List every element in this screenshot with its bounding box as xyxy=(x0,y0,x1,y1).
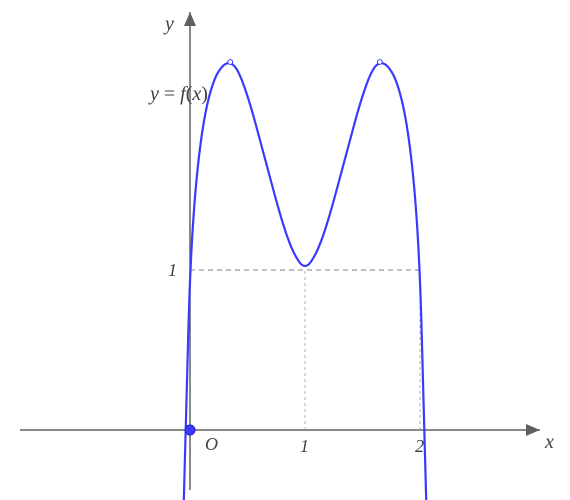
peak-dot-1 xyxy=(377,60,382,65)
x-axis-label: x xyxy=(544,431,554,453)
x-tick-2: 2 xyxy=(415,436,424,456)
x-axis-arrow xyxy=(526,424,540,436)
chart-svg: 1 2 1 x y Oy = f(x) xyxy=(0,0,570,500)
peak-dot-0 xyxy=(228,60,233,65)
origin-label: O xyxy=(205,434,218,454)
function-curve xyxy=(183,63,427,500)
y-tick-1: 1 xyxy=(168,260,177,280)
function-label: y = f(x) xyxy=(148,83,208,105)
y-axis-label: y xyxy=(163,13,174,35)
origin-dot xyxy=(185,425,195,435)
x-tick-1: 1 xyxy=(300,436,309,456)
chart-container: { "chart": { "type": "line", "background… xyxy=(0,0,570,500)
y-axis-arrow xyxy=(184,12,196,26)
